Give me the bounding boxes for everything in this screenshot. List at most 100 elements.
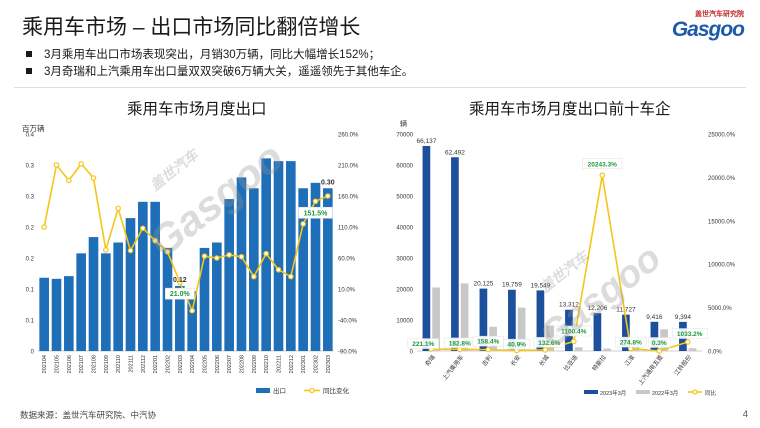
export-bar [175, 285, 185, 351]
x-tick-label: 202206 [215, 355, 221, 373]
y-left-tick-label: 0.2 [26, 226, 35, 232]
top10-export-chart: 辆 0 10000 20000 30000 40000 50000 60000 70000 0.0… [396, 119, 736, 397]
legend-label-2022: 2022年3月 [652, 389, 678, 397]
bar-data-label: 66,137 [416, 138, 436, 145]
export-bar [125, 218, 136, 351]
y-right-tick-label: 0.0% [708, 350, 722, 356]
yoy-point [485, 346, 492, 353]
yoy-point [275, 266, 282, 273]
x-tick-label: 上汽乘用车 [441, 353, 466, 382]
line-data-label: 21.0% [170, 291, 191, 298]
legend-swatch-export [256, 388, 270, 393]
yoy-point [41, 224, 47, 230]
page-title: 乘用车市场 – 出口市场同比翻倍增长 [22, 16, 361, 39]
legend-label-yoy: 同比 [705, 389, 717, 397]
x-tick-label: 江铃股份 [672, 353, 693, 377]
yoy-point [684, 339, 691, 345]
x-tick-label: 202210 [264, 355, 270, 373]
bar-2023-mar [622, 314, 630, 351]
yoy-point [115, 205, 121, 212]
x-tick-label: 202112 [141, 355, 147, 373]
bar-data-label: 12,206 [587, 305, 607, 312]
export-bar [273, 161, 284, 351]
y-right-tick-label: 60.0% [338, 257, 356, 263]
data-source: 数据来源：盖世汽车研究院、中汽协 [20, 410, 157, 420]
x-tick-label: 202202 [166, 355, 172, 373]
export-bar [236, 177, 247, 351]
line-data-label: 132.6% [538, 340, 560, 347]
bar-data-label: 62,492 [445, 149, 465, 156]
x-tick-label: 202209 [252, 355, 258, 373]
yoy-point [312, 198, 319, 205]
x-tick-label: 202109 [104, 355, 110, 373]
x-tick-label: 上汽通用五菱 [636, 353, 664, 386]
bar-2022-mar [574, 347, 583, 351]
line-data-label: 20243.3% [588, 161, 617, 168]
line-data-label: 274.8% [620, 340, 642, 347]
export-bar [212, 242, 222, 351]
yoy-point [251, 273, 257, 280]
y-left-tick-label: 50000 [396, 195, 413, 201]
yoy-point [325, 193, 331, 199]
yoy-point [53, 162, 60, 168]
legend-marker-yoy [692, 389, 698, 395]
y-left-tick-label: 0.1 [26, 288, 35, 294]
x-tick-label: 202203 [178, 355, 184, 373]
bar-data-label: 9,416 [646, 314, 663, 321]
yoy-point [226, 252, 232, 258]
line-data-label: 40.9% [508, 342, 527, 349]
y-right-tick-label: 10000.0% [708, 263, 736, 269]
bar-2023-mar [451, 157, 459, 351]
y-axis-unit: 辆 [400, 119, 407, 128]
x-tick-label: 202106 [67, 355, 73, 373]
x-tick-label: 202104 [42, 355, 48, 373]
yoy-point [542, 347, 549, 353]
bullet-text: 3月乘用车出口市场表现突出，月销30万辆，同比大幅增长152%； [44, 48, 381, 61]
legend-label-yoy: 同比变化 [323, 386, 350, 395]
x-tick-label: 江淮 [623, 353, 637, 367]
gasgoo-logo: 盖世汽车研究院 Gasgoo [640, 9, 745, 45]
bar-data-label: 13,312 [559, 302, 579, 309]
line-label-box [503, 338, 531, 350]
line-label-box [582, 158, 623, 170]
chart1-title: 乘用车市场月度出口 [127, 101, 267, 118]
x-tick-label: 202212 [289, 355, 295, 373]
bar-2023-mar [508, 289, 516, 351]
yoy-point [66, 177, 72, 184]
export-bar [298, 188, 308, 351]
export-bar [286, 161, 296, 351]
bullet-text: 3月奇瑞和上汽乘用车出口量双双突破6万辆大关，遥遥领先于其他车企。 [44, 65, 414, 78]
y-left-tick-label: 0.1 [26, 319, 35, 325]
y-left-tick-label: 10000 [396, 319, 413, 325]
x-tick-label: 吉利 [480, 353, 494, 367]
y-right-tick-label: 5000.0% [708, 306, 732, 312]
y-right-tick-label: 260.0% [338, 133, 359, 139]
line-label-box [555, 325, 592, 337]
y-left-tick-label: 70000 [396, 133, 413, 139]
yoy-point [78, 160, 84, 167]
bar-2023-mar [650, 321, 659, 351]
x-tick-label: 202208 [240, 355, 246, 373]
yoy-point [177, 279, 183, 285]
y-left-tick-label: 0 [31, 350, 35, 356]
y-left-tick-label: 0.3 [26, 195, 35, 201]
export-bar [101, 253, 111, 351]
yoy-point [127, 247, 134, 254]
export-bar [249, 188, 259, 351]
x-tick-label: 202108 [92, 355, 98, 373]
line-data-label: 221.1% [412, 341, 434, 348]
yoy-point [656, 348, 663, 354]
bar-2022-mar [688, 348, 697, 351]
x-tick-label: 比亚迪 [562, 353, 579, 372]
yoy-point [570, 338, 577, 345]
line-data-label: 158.4% [477, 339, 499, 346]
export-bar [310, 182, 321, 351]
line-data-label: 1100.4% [561, 328, 587, 335]
y-left-tick-label: 30000 [396, 257, 413, 263]
legend-label-2023: 2023年3月 [600, 389, 626, 397]
x-tick-label: 202204 [190, 355, 196, 373]
summary-bullets: 3月乘用车出口市场表现突出，月销30万辆，同比大幅增长152%； 3月奇瑞和上汽… [26, 45, 413, 79]
yoy-point [288, 273, 294, 280]
logo-wordmark: Gasgoo [671, 18, 745, 41]
y-right-tick-label: -40.0% [338, 319, 358, 325]
